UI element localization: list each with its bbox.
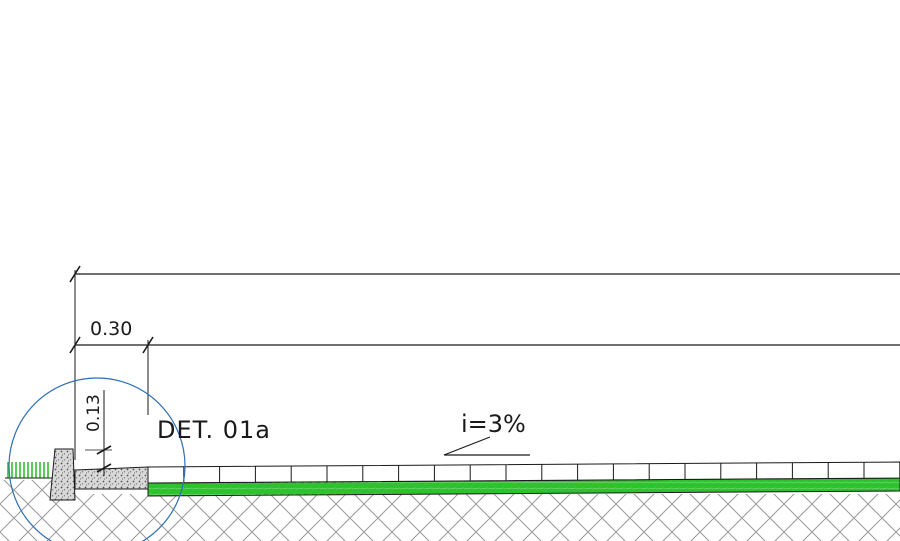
paver-outline [147, 461, 900, 484]
concrete-bedding [74, 466, 149, 490]
slope-diagonal-line [443, 436, 491, 456]
ground-hatch [0, 494, 900, 541]
curb-stone [49, 448, 76, 501]
tick-vertical-bottom [96, 463, 112, 473]
slope-label: i=3% [461, 410, 526, 438]
detail-label: DET. 01a [157, 416, 271, 444]
tick-middle-right [142, 336, 154, 354]
grass-left [5, 462, 52, 479]
width-dimension-label: 0.30 [90, 318, 132, 340]
tick-top [69, 265, 81, 283]
detail-circle [8, 377, 186, 541]
ground-hatch-left [0, 480, 52, 494]
tick-middle-left [69, 336, 81, 354]
height-dimension-label: 0.13 [84, 394, 104, 432]
paver-blocks [147, 461, 900, 484]
